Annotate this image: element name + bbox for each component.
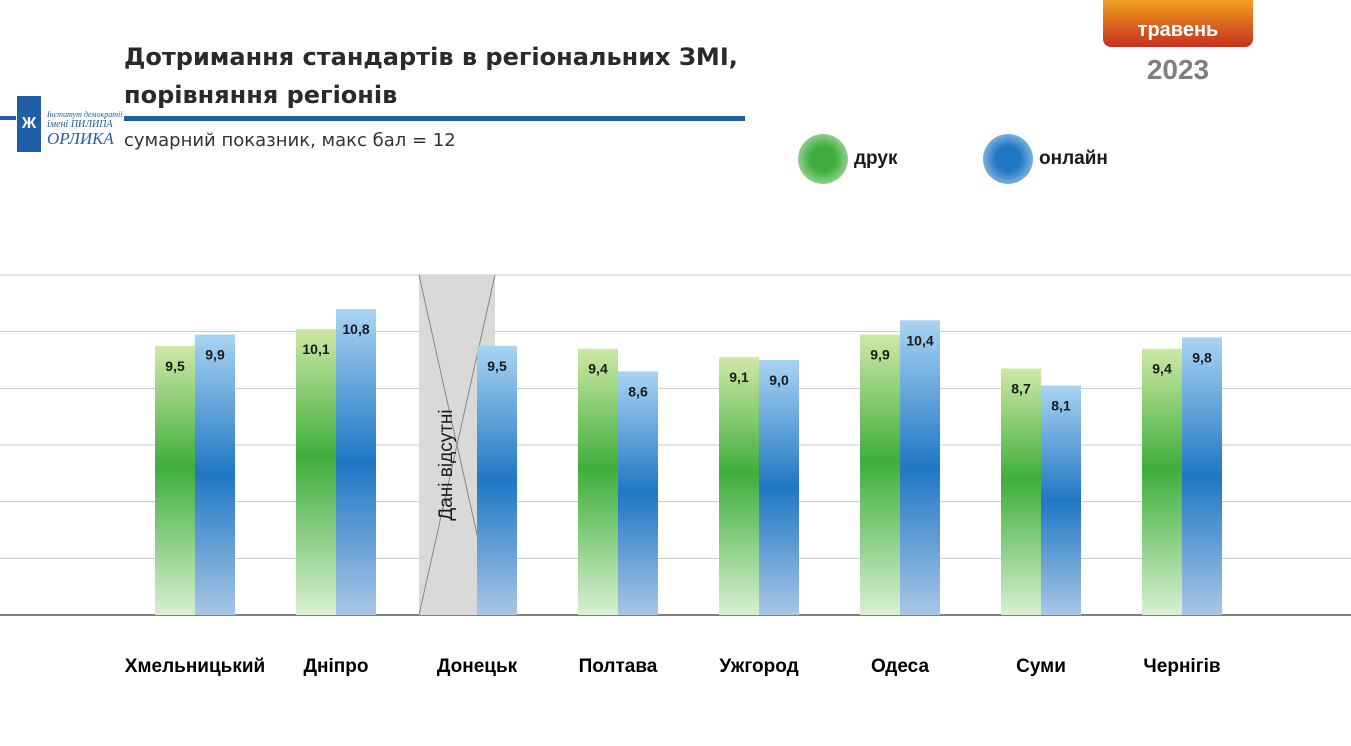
category-label: Донецьк [437, 656, 518, 677]
title-line2: порівняння регіонів [124, 81, 398, 109]
value-label-online: 9,5 [487, 358, 507, 374]
bar-online [336, 309, 376, 615]
missing-data-cross [418, 274, 496, 616]
logo-line3: ОРЛИКА [47, 129, 114, 148]
bar-online [759, 360, 799, 615]
bar-chart: 9,5 9,9 Хмельницький 10,1 10,8 Дніпро Дані від… [0, 274, 1351, 677]
bar-print [1142, 348, 1182, 615]
bar-online [1182, 337, 1222, 615]
value-label-print: 10,1 [302, 341, 329, 357]
value-label-online: 9,9 [205, 347, 225, 363]
value-label-print: 9,1 [729, 369, 749, 385]
value-label-print: 9,4 [1152, 361, 1172, 377]
month-badge: травень [1103, 0, 1253, 47]
value-label-online: 10,8 [342, 321, 369, 337]
logo-line1: Інститут демократії [47, 110, 123, 119]
bar-print [155, 345, 195, 615]
legend-label-online: онлайн [1039, 148, 1108, 169]
legend-swatch-online [983, 134, 1033, 184]
bar-print [719, 357, 759, 615]
category-label: Суми [1016, 656, 1066, 677]
category-label: Полтава [579, 656, 658, 677]
bar-online [618, 371, 658, 615]
logo-text: Інститут демократії імені ПИЛИПА ОРЛИКА [47, 110, 122, 148]
category-label: Одеса [871, 656, 929, 677]
value-label-online: 10,4 [906, 332, 933, 348]
title-line1: Дотримання стандартів в регіональних ЗМІ… [124, 43, 738, 71]
left-accent-rule [0, 116, 16, 120]
value-label-print: 9,4 [588, 361, 608, 377]
category-label: Дніпро [304, 656, 369, 677]
value-label-online: 8,6 [628, 383, 648, 399]
value-label-online: 9,0 [769, 372, 789, 388]
bar-online [1041, 385, 1081, 615]
category-label: Хмельницький [125, 656, 265, 677]
value-label-print: 8,7 [1011, 381, 1031, 397]
legend-swatch-print [798, 134, 848, 184]
value-label-print: 9,5 [165, 358, 185, 374]
logo-emblem-icon: Ж [17, 96, 41, 152]
year-label: 2023 [1146, 54, 1210, 85]
legend-label-print: друк [854, 148, 898, 169]
category-label: Чернігів [1143, 656, 1220, 677]
title-underline [124, 116, 745, 121]
bar-print [296, 328, 336, 615]
bar-online [195, 334, 235, 615]
logo: Ж Інститут демократії імені ПИЛИПА ОРЛИК… [17, 96, 122, 154]
page-title: Дотримання стандартів в регіональних ЗМІ… [124, 38, 764, 114]
missing-data-label: Дані відсутні [436, 409, 457, 520]
value-label-print: 9,9 [870, 347, 890, 363]
bar-print [1001, 368, 1041, 615]
bar-online [477, 345, 517, 615]
logo-line2: імені ПИЛИПА [47, 119, 113, 130]
bar-print [578, 348, 618, 615]
bar-print [860, 334, 900, 615]
value-label-online: 9,8 [1192, 349, 1212, 365]
category-label: Ужгород [719, 656, 798, 677]
value-label-online: 8,1 [1051, 398, 1071, 414]
chart-subtitle: сумарний показник, макс бал = 12 [124, 130, 456, 151]
bar-online [900, 320, 940, 615]
